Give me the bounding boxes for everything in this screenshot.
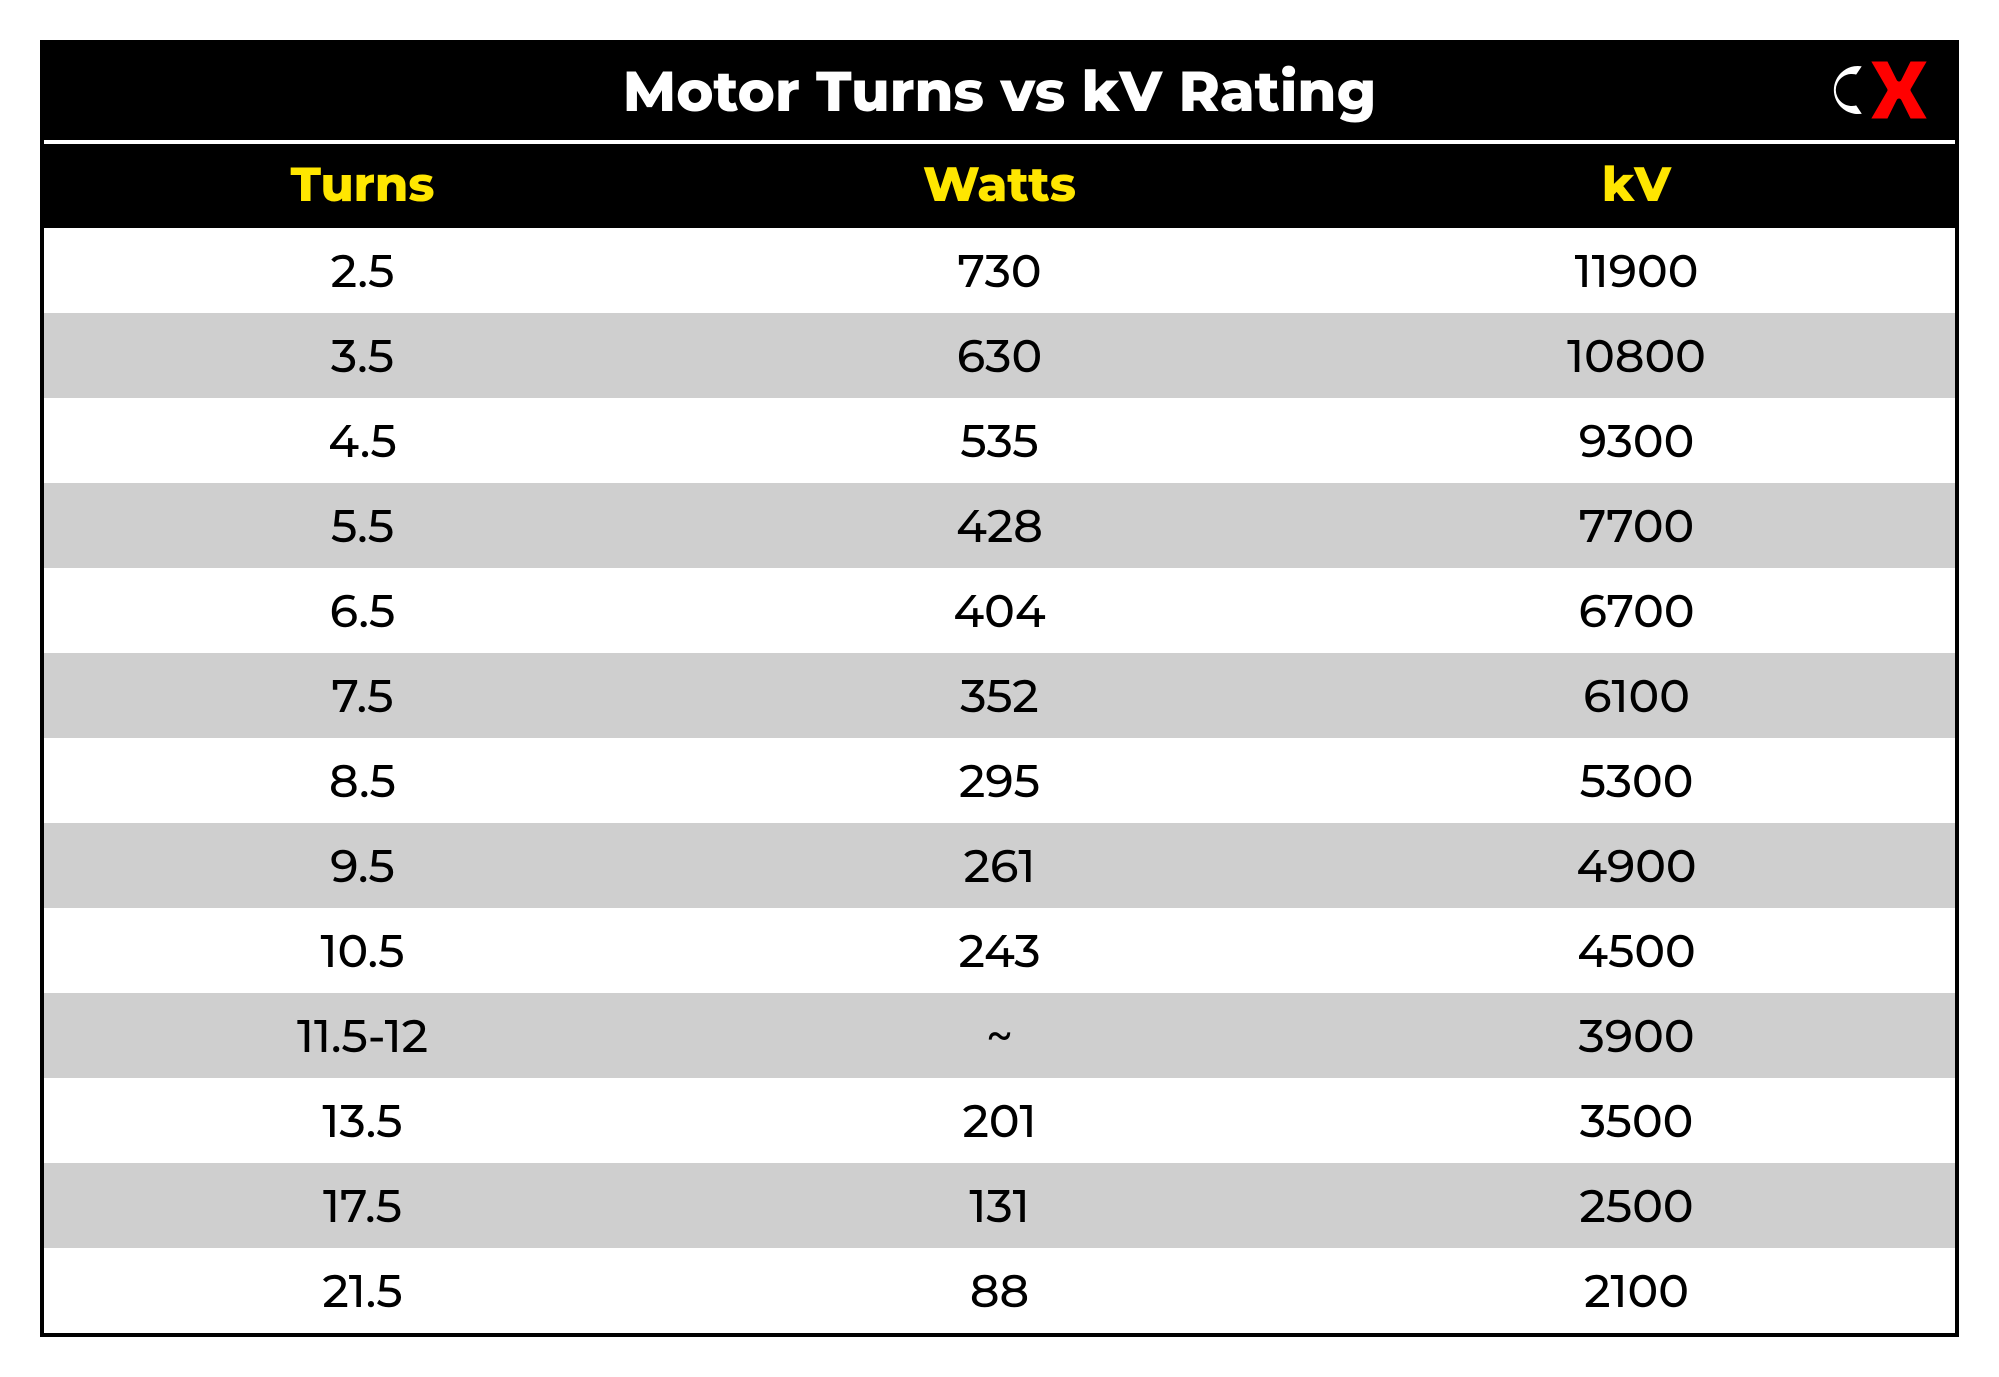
table-cell: 3.5 [44,313,681,398]
title-bar: Motor Turns vs kV Rating [44,40,1955,144]
table-row: 9.52614900 [44,823,1955,908]
table-row: 6.54046700 [44,568,1955,653]
table-row: 11.5-12~3900 [44,993,1955,1078]
table-cell: 3500 [1318,1078,1955,1163]
table-body: 2.5730119003.5630108004.553593005.542877… [44,228,1955,1333]
table-cell: ~ [681,993,1318,1078]
table-cell: 11900 [1318,228,1955,313]
table-cell: 131 [681,1163,1318,1248]
table-cell: 404 [681,568,1318,653]
table-cell: 5.5 [44,483,681,568]
table-row: 4.55359300 [44,398,1955,483]
table-cell: 261 [681,823,1318,908]
table-row: 7.53526100 [44,653,1955,738]
table-row: 17.51312500 [44,1163,1955,1248]
col-header-turns: Turns [44,144,681,228]
table-cell: 243 [681,908,1318,993]
table-cell: 2100 [1318,1248,1955,1333]
table-cell: 8.5 [44,738,681,823]
table-cell: 10800 [1318,313,1955,398]
table-cell: 21.5 [44,1248,681,1333]
table-cell: 6.5 [44,568,681,653]
table-cell: 4500 [1318,908,1955,993]
table-cell: 352 [681,653,1318,738]
table-cell: 9.5 [44,823,681,908]
table-cell: 9300 [1318,398,1955,483]
table-cell: 2.5 [44,228,681,313]
table-cell: 3900 [1318,993,1955,1078]
col-header-watts: Watts [681,144,1318,228]
table-header-row: Turns Watts kV [44,144,1955,228]
col-header-kv: kV [1318,144,1955,228]
table-row: 10.52434500 [44,908,1955,993]
table-cell: 428 [681,483,1318,568]
table-cell: 6700 [1318,568,1955,653]
table-row: 2.573011900 [44,228,1955,313]
table-cell: 13.5 [44,1078,681,1163]
table-cell: 5300 [1318,738,1955,823]
table-row: 13.52013500 [44,1078,1955,1163]
table-cell: 11.5-12 [44,993,681,1078]
table-row: 8.52955300 [44,738,1955,823]
table-cell: 6100 [1318,653,1955,738]
table-cell: 17.5 [44,1163,681,1248]
cx-logo-icon [1813,51,1933,129]
table-cell: 4900 [1318,823,1955,908]
table-cell: 730 [681,228,1318,313]
table-cell: 2500 [1318,1163,1955,1248]
table-title: Motor Turns vs kV Rating [623,58,1376,126]
table-cell: 7.5 [44,653,681,738]
table-cell: 4.5 [44,398,681,483]
table-row: 5.54287700 [44,483,1955,568]
table-row: 21.5882100 [44,1248,1955,1333]
table-cell: 630 [681,313,1318,398]
table-cell: 295 [681,738,1318,823]
table-row: 3.563010800 [44,313,1955,398]
table-cell: 88 [681,1248,1318,1333]
motor-table: Motor Turns vs kV Rating Turns Watts kV … [40,40,1959,1337]
table-cell: 10.5 [44,908,681,993]
table-cell: 7700 [1318,483,1955,568]
table-cell: 201 [681,1078,1318,1163]
table-cell: 535 [681,398,1318,483]
